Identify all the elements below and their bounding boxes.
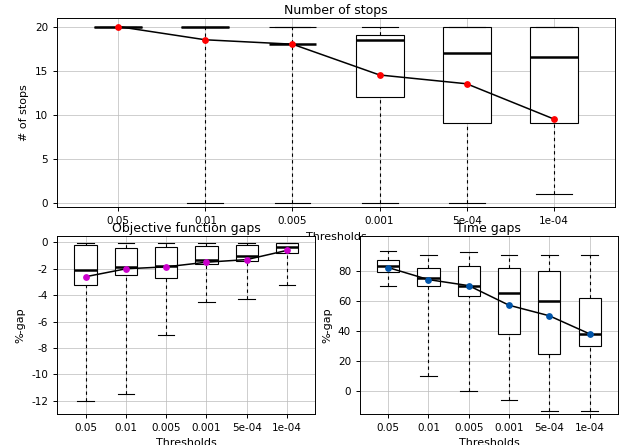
X-axis label: Thresholds: Thresholds [306,231,366,242]
Y-axis label: %-gap: %-gap [16,307,25,343]
Bar [115,248,137,275]
X-axis label: Thresholds: Thresholds [459,438,519,445]
Bar [276,243,298,253]
Bar [443,27,490,123]
Point [548,115,559,122]
Title: Time gaps: Time gaps [457,222,521,235]
X-axis label: Thresholds: Thresholds [156,438,217,445]
Bar [530,27,578,123]
Bar [538,271,561,353]
Point [241,256,252,263]
Bar [498,267,520,334]
Point [585,330,595,337]
Bar [417,267,440,286]
Point [464,282,474,289]
Point [504,302,514,309]
Bar [457,266,480,296]
Y-axis label: %-gap: %-gap [322,307,333,343]
Bar [377,260,399,272]
Title: Objective function gaps: Objective function gaps [112,222,261,235]
Point [121,265,131,272]
Title: Number of stops: Number of stops [284,4,388,16]
Point [113,23,124,30]
Bar [355,36,403,97]
Y-axis label: # of stops: # of stops [20,84,29,141]
Point [287,40,297,48]
Point [383,264,393,271]
Point [375,71,385,78]
Bar [196,246,218,263]
Point [80,273,90,280]
Point [161,263,171,271]
Point [544,312,554,320]
Point [424,276,434,283]
Point [282,247,292,254]
Bar [75,245,97,285]
Bar [236,245,258,261]
Point [201,259,211,266]
Bar [155,247,177,278]
Bar [578,298,601,346]
Point [462,80,472,87]
Point [200,36,210,43]
